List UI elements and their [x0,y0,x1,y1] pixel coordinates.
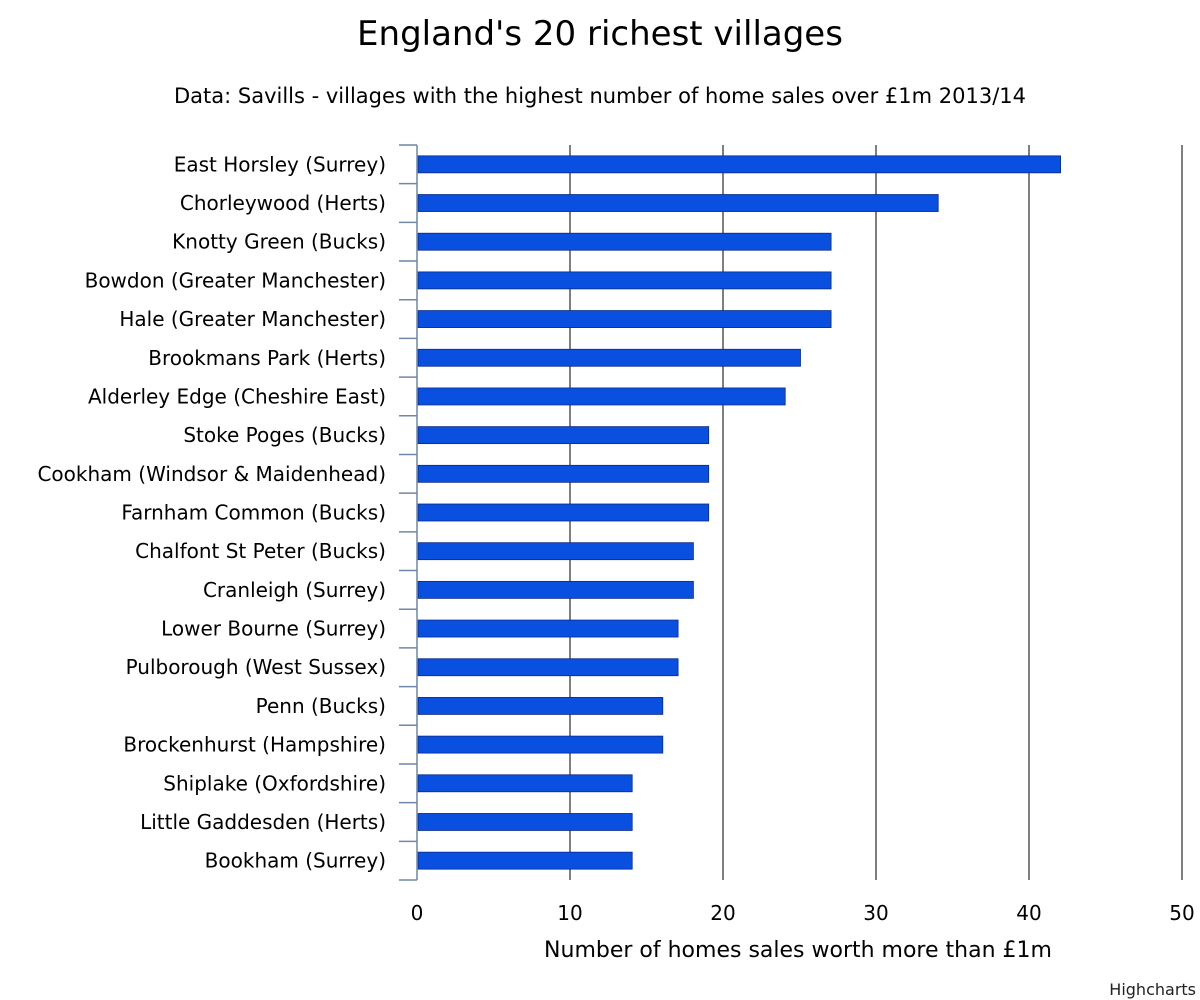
x-tick-label: 20 [710,901,735,925]
category-label: Penn (Bucks) [256,694,386,718]
x-tick-label: 10 [557,901,582,925]
bar[interactable] [417,697,664,715]
x-tick-label: 0 [411,901,424,925]
axis-layer: 0 10 20 30 40 50 East Horsley (Surrey) Chorleyw… [37,144,1195,925]
category-label: Alderley Edge (Cheshire East) [88,384,386,408]
x-tick-label: 40 [1016,901,1041,925]
bar[interactable] [417,542,694,561]
category-label: Lower Bourne (Surrey) [161,617,386,641]
bar[interactable] [417,658,679,677]
category-label: Cranleigh (Surrey) [203,578,386,602]
x-tick-label: 30 [863,901,888,925]
category-label: Shiplake (Oxfordshire) [163,771,386,795]
category-label: Bookham (Surrey) [205,849,386,873]
chart-title: England's 20 richest villages [357,14,843,54]
bar[interactable] [417,813,633,831]
category-label: Cookham (Windsor & Maidenhead) [37,462,386,486]
category-label: Bowdon (Greater Manchester) [85,268,386,292]
bar[interactable] [417,387,786,406]
category-label: Little Gaddesden (Herts) [140,810,386,834]
bar[interactable] [417,310,832,328]
category-label: East Horsley (Surrey) [174,152,386,176]
x-axis-title: Number of homes sales worth more than £1… [544,938,1052,963]
bar[interactable] [417,232,832,251]
bar[interactable] [417,851,633,870]
bar[interactable] [417,271,832,290]
chart-subtitle: Data: Savills - villages with the highes… [173,84,1027,108]
category-label: Brookmans Park (Herts) [148,346,386,370]
bar[interactable] [417,464,710,483]
bar[interactable] [417,735,664,754]
x-tick-label: 50 [1169,901,1194,925]
bar[interactable] [417,155,1061,174]
bar[interactable] [417,194,939,212]
category-label: Knotty Green (Bucks) [172,230,386,254]
category-label: Brockenhurst (Hampshire) [123,733,386,757]
category-label: Chorleywood (Herts) [180,191,386,215]
category-label: Chalfont St Peter (Bucks) [135,539,386,563]
bar[interactable] [417,426,710,445]
bar[interactable] [417,580,694,599]
bar[interactable] [417,503,710,522]
credits-label: Highcharts [1109,980,1196,999]
category-label: Farnham Common (Bucks) [121,501,386,525]
category-label: Stoke Poges (Bucks) [183,423,386,447]
bar[interactable] [417,619,679,638]
category-label: Pulborough (West Sussex) [126,655,386,679]
bar-layer [417,155,1061,870]
category-label: Hale (Greater Manchester) [119,307,386,331]
bar[interactable] [417,348,801,367]
bar[interactable] [417,774,633,793]
